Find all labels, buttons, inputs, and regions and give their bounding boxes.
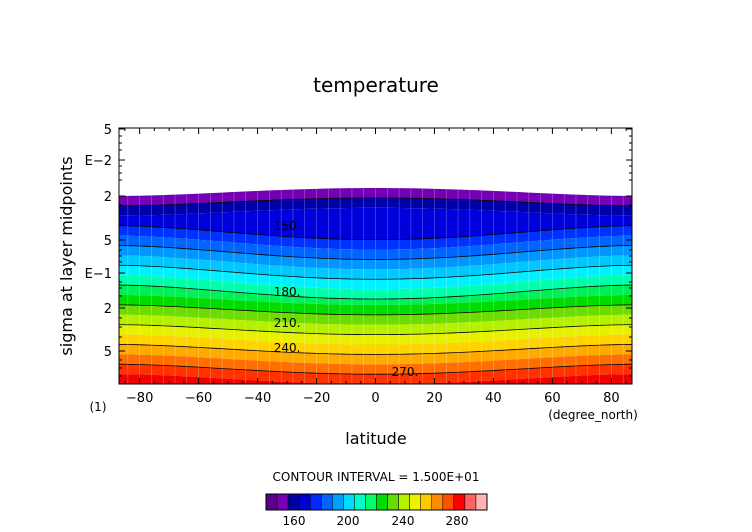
colorbar-swatch [265,493,278,511]
colorbar-swatch [365,493,377,511]
x-tick-label: 20 [426,391,443,406]
colorbar-swatch [354,493,366,511]
plot-area: 150. 180. 210. 240. 270. [118,127,633,385]
temperature-band [119,265,632,290]
colorbar-tick-labels: 160 200 240 280 [283,514,469,528]
temperature-band [119,304,632,325]
contour-line [118,284,633,300]
colorbar-swatch [298,493,311,511]
colorbar-swatch [309,493,322,511]
colorbar-swatch [332,493,344,511]
y-tick-label: 2 [104,302,112,317]
x-tick-label: −60 [185,391,212,406]
y-tick-label: E−2 [85,154,112,169]
colorbar-swatch [442,493,455,511]
temperature-band [119,354,632,375]
colorbar-swatch [343,493,355,511]
colorbar-swatch [287,493,300,511]
temperature-band [119,374,632,384]
x-tick-label: 80 [603,391,620,406]
contour-line [118,324,633,336]
temperature-band [119,324,632,345]
colorbar-swatch [475,493,488,511]
faint-vertical-gridlines [127,186,624,384]
colorbar-swatch [398,493,410,511]
contour-label: 270. [392,365,419,379]
temperature-band [119,334,632,355]
contour-label: 210. [274,316,301,330]
colorbar-swatch [420,493,433,511]
x-tick-label: 40 [485,391,502,406]
contour-line [118,304,633,316]
x-axis-label: latitude [345,429,406,448]
colorbar-swatch [376,493,388,511]
temperature-band [119,314,632,335]
x-tick-label: −80 [126,391,153,406]
colorbar-frame [265,493,488,511]
contour-interval-text: CONTOUR INTERVAL = 1.500E+01 [273,470,480,484]
temperature-band [119,344,632,365]
contour-label: 150. [274,219,301,233]
x-tick-label: −40 [244,391,271,406]
colorbar-swatch [409,493,421,511]
contour-line [118,344,633,355]
colorbar-swatch [464,493,477,511]
y-tick-label: 5 [104,345,112,360]
contour-label: 180. [274,285,301,299]
colorbar [265,493,488,511]
contour-line [118,363,633,375]
colorbar-swatch [321,493,333,511]
temperature-band [119,225,632,250]
y-exponent-note: (1) [90,400,107,414]
temperature-band [119,245,632,270]
colorbar-tick-label: 160 [283,514,306,528]
contour-line [118,197,633,207]
contour-lines [118,197,633,375]
y-tick-label: 5 [104,123,112,138]
contour-labels: 150. 180. 210. 240. 270. [274,219,419,379]
colorbar-swatch [387,493,399,511]
y-axis-label: sigma at layer midpoints [57,156,76,355]
x-units-label: (degree_north) [548,408,638,422]
x-tick-label: 60 [544,391,561,406]
y-tick-label: 2 [104,190,112,205]
temperature-band [119,294,632,315]
colorbar-swatch [453,493,466,511]
y-axis: 5 E−2 2 5 E−1 2 5 [85,123,632,377]
colorbar-tick-label: 200 [337,514,360,528]
temperature-band [119,207,632,240]
colorbar-swatch [431,493,444,511]
y-tick-label: 5 [104,234,112,249]
temperature-band [119,188,632,206]
x-tick-label: 0 [371,391,379,406]
contour-label: 240. [274,341,301,355]
contour-line [118,245,633,260]
y-tick-label: E−1 [85,267,112,282]
contour-line [118,225,633,241]
chart-title: temperature [313,73,439,97]
colorbar-tick-label: 280 [446,514,469,528]
temperature-band [119,197,632,216]
temperature-band [119,364,632,384]
x-tick-label: −20 [303,391,330,406]
colorbar-tick-label: 240 [392,514,415,528]
colorbar-swatch [276,493,289,511]
contour-line [118,264,633,280]
temperature-band [119,285,632,305]
